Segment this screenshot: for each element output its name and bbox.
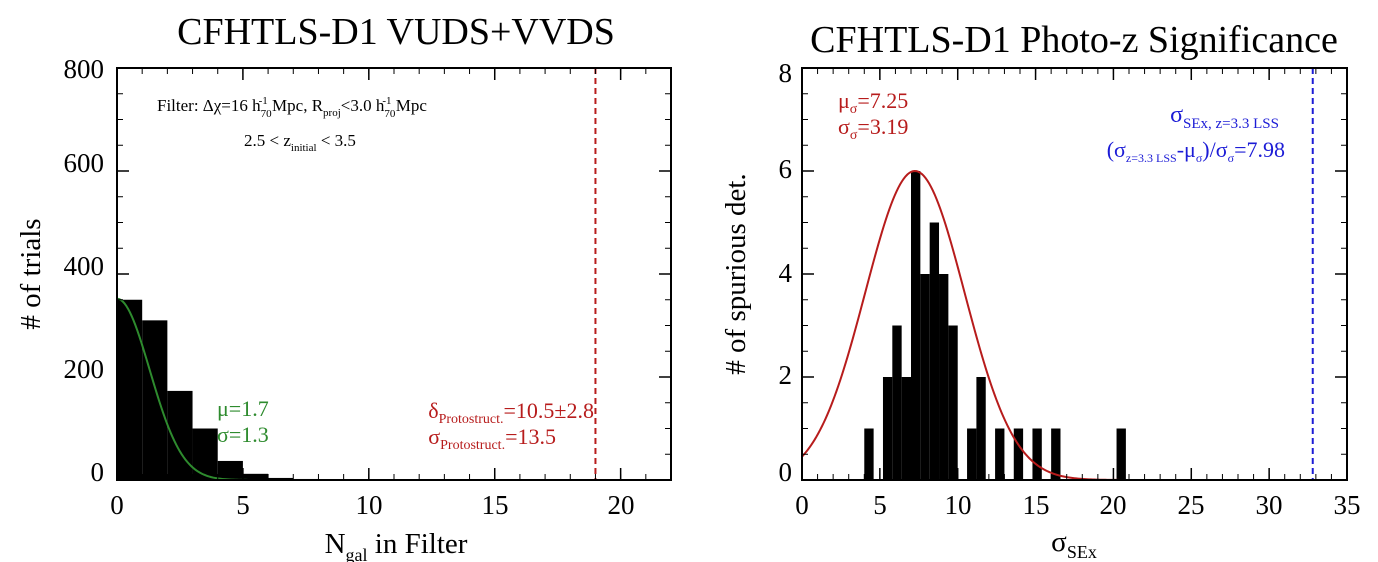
histogram-bar — [976, 377, 986, 480]
left-ytick-label: 0 — [91, 457, 105, 487]
right-ytick-label: 2 — [779, 360, 793, 390]
lss-sigma-label: σSEx, z=3.3 LSS — [1170, 102, 1279, 132]
histogram-bar — [901, 377, 911, 480]
left-ytick-label: 800 — [64, 54, 105, 84]
histogram-bar — [929, 222, 940, 480]
histogram-bar — [192, 428, 218, 480]
left-tick-marks — [116, 67, 672, 481]
filter-annotation-line2: 2.5 < zinitial < 3.5 — [244, 131, 356, 154]
histogram-bar — [1116, 428, 1126, 480]
left-ytick-label: 400 — [64, 251, 105, 281]
protostructure-sigma-label: σProtostruct.=13.5 — [428, 424, 556, 453]
right-xtick-label: 15 — [1023, 490, 1050, 520]
left-xtick-label: 15 — [482, 490, 509, 520]
right-xtick-label: 10 — [945, 490, 972, 520]
right-ytick-label: 8 — [779, 58, 793, 88]
histogram-bar — [117, 299, 143, 480]
right-y-tick-labels: 0 2 4 6 8 — [779, 58, 793, 487]
right-y-axis-label: # of spurious det. — [720, 173, 752, 374]
left-xtick-label: 5 — [236, 490, 250, 520]
histogram-bar — [967, 428, 977, 480]
histogram-bar — [882, 377, 893, 480]
left-gaussian-sigma-label: σ=1.3 — [217, 422, 269, 447]
right-chart-title: CFHTLS-D1 Photo-z Significance — [810, 19, 1338, 61]
right-xtick-label: 35 — [1334, 490, 1361, 520]
right-xtick-label: 0 — [795, 490, 809, 520]
right-xtick-label: 25 — [1178, 490, 1205, 520]
left-x-tick-labels: 0 5 10 15 20 — [110, 490, 634, 520]
right-histogram-bars — [864, 171, 1126, 480]
protostructure-delta-label: δProtostruct.=10.5±2.8 — [428, 398, 594, 427]
histogram-bar — [142, 320, 168, 480]
right-x-tick-labels: 0 5 10 15 20 25 30 35 — [795, 490, 1360, 520]
histogram-bar — [920, 274, 930, 480]
histogram-bar — [892, 325, 902, 480]
right-ytick-label: 6 — [779, 154, 793, 184]
left-ytick-label: 200 — [64, 354, 105, 384]
left-ytick-label: 600 — [64, 148, 105, 178]
left-y-axis-label: # of trials — [15, 218, 47, 329]
right-ytick-label: 0 — [779, 457, 793, 487]
right-x-axis-label: σSEx — [1051, 526, 1097, 562]
right-tick-marks — [801, 67, 1348, 481]
right-gaussian-mu-label: μσ=7.25 — [838, 88, 908, 117]
left-xtick-label: 10 — [356, 490, 383, 520]
histogram-bar — [217, 460, 243, 480]
histogram-bar — [948, 325, 958, 480]
lss-significance-label: (σz=3.3 LSS-μσ)/σσ=7.98 — [1107, 137, 1285, 165]
right-xtick-label: 20 — [1100, 490, 1127, 520]
left-x-axis-label: Ngal in Filter — [325, 528, 468, 562]
right-gaussian-sigma-label: σσ=3.19 — [838, 114, 908, 143]
histogram-bar — [995, 428, 1005, 480]
filter-annotation-line1: Filter: Δχ=16 h70-1 Mpc, Rproj<3.0 h70-1… — [157, 95, 427, 120]
right-ytick-label: 4 — [779, 258, 793, 288]
left-xtick-label: 0 — [110, 490, 124, 520]
histogram-bar — [1032, 428, 1042, 480]
chart-right: CFHTLS-D1 Photo-z Significance 0 2 4 6 8… — [720, 19, 1361, 562]
left-chart-title: CFHTLS-D1 VUDS+VVDS — [177, 11, 615, 53]
histogram-bar — [268, 477, 294, 480]
histogram-bar — [1013, 428, 1024, 480]
chart-left: CFHTLS-D1 VUDS+VVDS 0 200 400 600 800 0 … — [15, 11, 672, 562]
histogram-bar — [1051, 428, 1061, 480]
left-y-tick-labels: 0 200 400 600 800 — [64, 54, 105, 487]
histogram-bar — [864, 428, 874, 480]
histogram-bar — [939, 274, 949, 480]
right-xtick-label: 5 — [873, 490, 887, 520]
left-histogram-bars — [117, 299, 344, 480]
right-xtick-label: 30 — [1256, 490, 1283, 520]
left-xtick-label: 20 — [608, 490, 635, 520]
left-gaussian-mu-label: μ=1.7 — [217, 396, 269, 421]
histogram-bar — [911, 171, 921, 480]
histogram-bar — [242, 473, 269, 480]
